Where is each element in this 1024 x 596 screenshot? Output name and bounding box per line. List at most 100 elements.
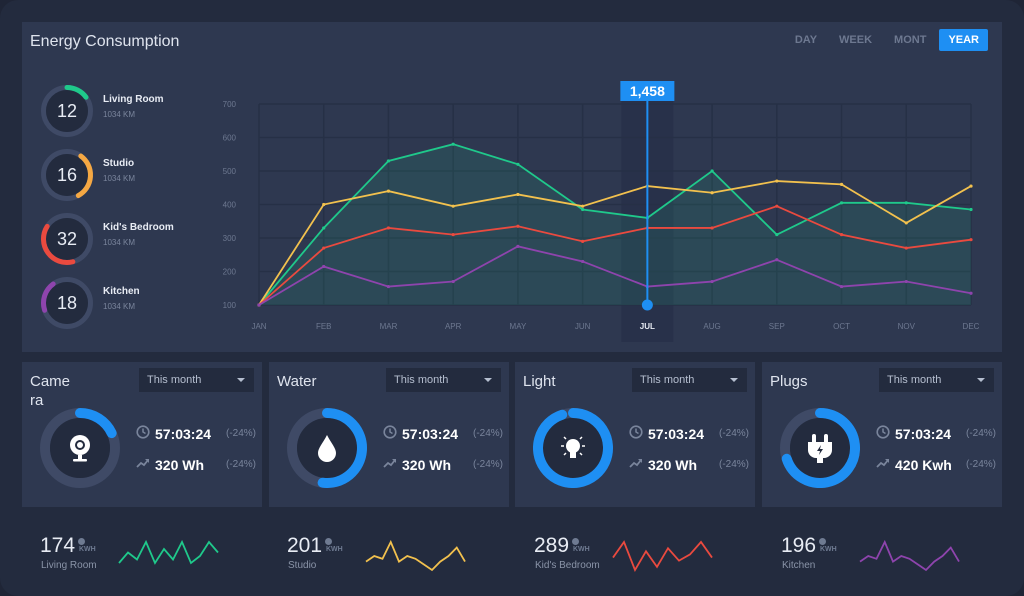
room-sub: 1034 KM — [103, 302, 136, 311]
x-tick-label: FEB — [316, 322, 332, 331]
series-line — [258, 245, 972, 306]
y-tick-label: 200 — [223, 268, 237, 277]
tab-week[interactable]: WEEK — [839, 34, 873, 46]
plug-icon — [780, 408, 860, 488]
energy-value: 320 Wh — [648, 456, 698, 473]
room-gauge-progress — [41, 223, 76, 265]
energy-change: (-24%) — [966, 459, 997, 470]
time-change: (-24%) — [966, 428, 997, 439]
sparkline — [118, 539, 219, 565]
webcam-icon — [40, 408, 120, 488]
period-dropdown[interactable]: This month — [632, 368, 747, 392]
data-point — [839, 201, 844, 205]
data-point — [775, 179, 779, 183]
panel-title: Energy Consumption — [30, 33, 180, 50]
data-point — [516, 192, 520, 197]
tab-day[interactable]: DAY — [794, 34, 818, 46]
device-card-plug: Plugs This month 57:03:24 (-24%) 420 Kwh (… — [762, 362, 1002, 507]
tab-month[interactable]: MONT — [894, 34, 927, 46]
light-bulb-icon — [533, 408, 613, 488]
room-name: Living Room — [103, 94, 164, 105]
summary-unit: KWH — [79, 546, 96, 553]
dot-icon — [78, 538, 85, 545]
data-point — [775, 233, 779, 237]
x-tick-label: SEP — [769, 322, 785, 331]
data-point — [969, 291, 973, 295]
room-summary: 174 KWH Living Room — [40, 530, 270, 580]
data-point — [904, 201, 908, 205]
x-tick-label: APR — [445, 322, 462, 331]
energy-consumption-panel: Energy Consumption DAY WEEK MONT YEAR 10… — [22, 22, 1002, 352]
tab-year[interactable]: YEAR — [939, 29, 988, 51]
summary-unit: KWH — [573, 546, 590, 553]
line-chart: 100 200 300 400 500 600 700 JAN FEB MAR APR MAY JUN J… — [223, 81, 980, 342]
sparkline-line — [612, 540, 713, 573]
room-gauge-center — [46, 218, 88, 260]
period-dropdown[interactable]: This month — [879, 368, 994, 392]
period-dropdown[interactable]: This month — [386, 368, 501, 392]
dot-icon — [819, 538, 826, 545]
usage-gauge-progress — [781, 408, 860, 488]
trend-icon — [876, 456, 890, 473]
room-gauge-center — [46, 282, 88, 324]
data-point — [386, 189, 391, 193]
x-tick-label: DEC — [963, 322, 980, 331]
summary-label: Studio — [288, 560, 317, 571]
y-tick-label: 300 — [223, 234, 237, 243]
room-item[interactable]: 16 Studio 1034 KM — [40, 148, 230, 202]
summary-label: Kitchen — [782, 560, 816, 571]
summary-label: Kid's Bedroom — [535, 560, 600, 571]
room-gauge-center — [46, 90, 88, 132]
data-point — [969, 184, 973, 188]
room-gauge — [41, 85, 93, 137]
trend-icon — [629, 456, 643, 473]
room-item[interactable]: 12 Living Room 1034 KM — [40, 84, 230, 138]
usage-gauge-progress — [533, 408, 613, 488]
series-line — [258, 205, 972, 306]
room-item[interactable]: 32 Kid's Bedroom 1034 KM — [40, 212, 230, 266]
card-title: Plugs — [770, 373, 808, 390]
card-title: Camera — [30, 373, 71, 409]
data-point — [516, 162, 520, 166]
data-point — [386, 284, 391, 289]
x-tick-label: JAN — [251, 322, 266, 331]
caret-down-icon — [730, 378, 738, 382]
x-tick-label: NOV — [898, 322, 916, 331]
dot-icon — [572, 538, 579, 545]
energy-change: (-24%) — [473, 459, 504, 470]
data-point — [581, 207, 585, 212]
data-point — [516, 244, 520, 248]
room-summary: 196 KWH Kitchen — [781, 530, 1011, 580]
room-gauge — [41, 149, 93, 201]
sparkline-line — [859, 539, 960, 572]
room-gauge-center — [46, 154, 88, 196]
water-drop-icon — [287, 408, 367, 488]
room-sub: 1034 KM — [103, 174, 136, 183]
x-tick-label: MAY — [510, 322, 527, 331]
period-dropdown[interactable]: This month — [139, 368, 254, 392]
data-point — [322, 202, 326, 207]
series-area — [259, 144, 971, 305]
data-point — [581, 259, 585, 264]
room-name: Studio — [103, 158, 135, 169]
dropdown-value: This month — [147, 374, 202, 386]
summary-value: 196 — [781, 534, 817, 557]
data-point — [451, 204, 455, 208]
room-gauge-progress — [41, 281, 56, 313]
room-item[interactable]: 18 Kitchen 1034 KM — [40, 276, 230, 330]
room-name: Kitchen — [103, 286, 140, 297]
sparkline — [365, 539, 466, 572]
summary-value: 174 — [40, 534, 76, 557]
time-value: 57:03:24 — [648, 425, 705, 442]
tooltip-value: 1,458 — [630, 83, 665, 99]
data-point — [839, 233, 844, 237]
data-point — [322, 226, 326, 230]
y-tick-label: 400 — [223, 201, 237, 210]
energy-change: (-24%) — [226, 459, 257, 470]
sparkline — [859, 539, 960, 572]
x-tick-label: AUG — [703, 322, 720, 331]
highlight-handle[interactable] — [641, 299, 653, 311]
data-point — [710, 226, 714, 230]
energy-change: (-24%) — [719, 459, 750, 470]
energy-value: 320 Wh — [402, 456, 452, 473]
